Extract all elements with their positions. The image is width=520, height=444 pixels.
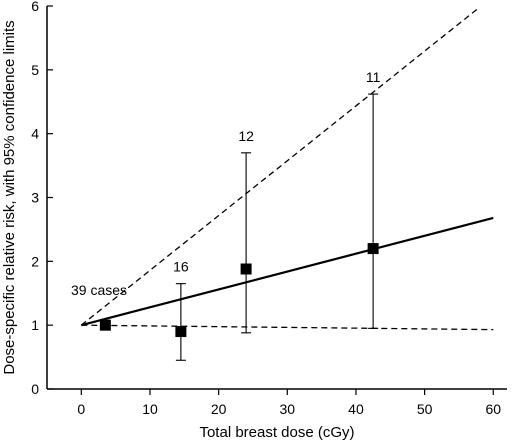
y-tick-label: 6 bbox=[31, 0, 39, 14]
y-tick-label: 0 bbox=[31, 381, 39, 397]
data-point-marker bbox=[240, 263, 252, 275]
data-points bbox=[99, 93, 379, 361]
data-point-marker bbox=[175, 326, 187, 338]
y-tick-label: 2 bbox=[31, 253, 39, 269]
x-axis-title: Total breast dose (cGy) bbox=[199, 424, 354, 441]
x-tick-label: 10 bbox=[142, 401, 158, 417]
x-tick-label: 30 bbox=[280, 401, 296, 417]
point-count-label: 11 bbox=[366, 69, 381, 85]
data-point-marker bbox=[367, 243, 379, 255]
data-point-marker bbox=[99, 319, 111, 331]
x-tick-label: 50 bbox=[417, 401, 433, 417]
y-tick-label: 3 bbox=[31, 190, 39, 206]
x-tick-label: 20 bbox=[211, 401, 227, 417]
lower-confidence-line bbox=[81, 324, 494, 331]
point-count-label: 16 bbox=[173, 259, 189, 275]
fit-lines bbox=[80, 6, 494, 331]
x-tick-label: 60 bbox=[485, 401, 501, 417]
point-count-label: 12 bbox=[238, 128, 254, 144]
x-tick-label: 40 bbox=[348, 401, 364, 417]
y-tick-label: 5 bbox=[31, 62, 39, 78]
y-axis-title: Dose-specific relative risk, with 95% co… bbox=[1, 20, 18, 374]
point-count-label: 39 cases bbox=[71, 282, 127, 298]
y-tick-label: 4 bbox=[31, 126, 39, 142]
annotations: 39 cases 16 12 11 bbox=[71, 69, 381, 298]
y-tick-label: 1 bbox=[31, 317, 39, 333]
fitted-risk-line bbox=[81, 216, 494, 327]
upper-confidence-line bbox=[80, 6, 480, 326]
x-tick-label: 0 bbox=[77, 401, 85, 417]
